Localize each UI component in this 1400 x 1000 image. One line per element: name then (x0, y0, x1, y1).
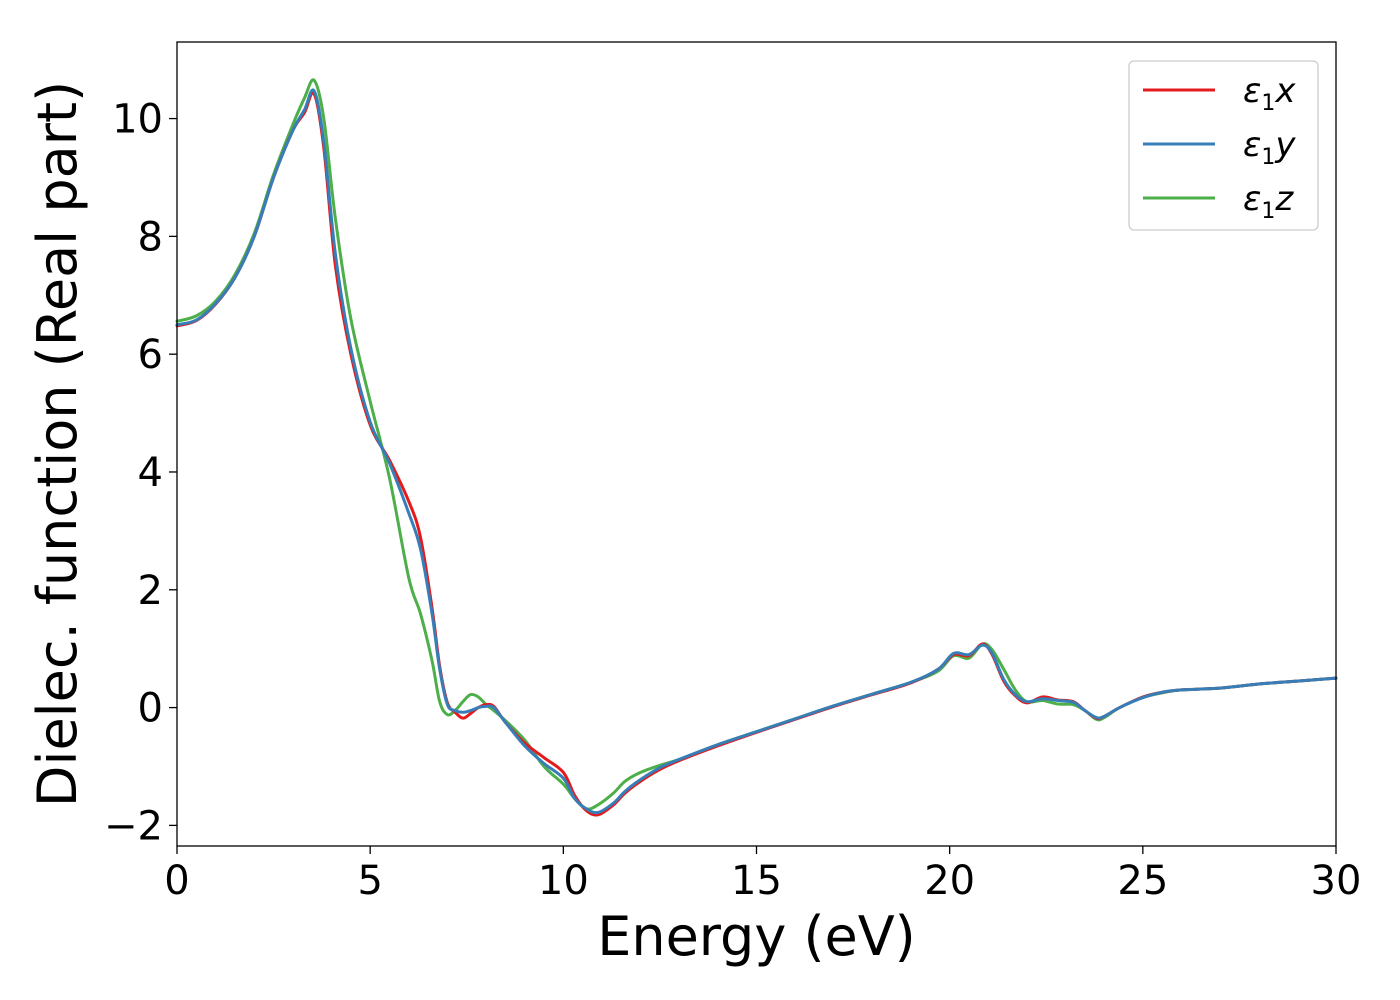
legend-label: ε1x (1243, 71, 1296, 116)
y-tick-label: 0 (138, 686, 163, 732)
legend-box (1128, 60, 1319, 231)
y-tick-label: 8 (138, 214, 163, 260)
x-tick-label: 20 (924, 858, 975, 904)
x-tick-label: 10 (538, 858, 589, 904)
y-axis-ticks: −2 0 2 4 6 8 10 (104, 97, 177, 849)
y-tick-label: 10 (112, 97, 163, 143)
x-tick-label: 15 (731, 858, 782, 904)
legend-label: ε1y (1243, 125, 1296, 170)
series-line-z (175, 78, 1338, 811)
y-tick-label: −2 (104, 803, 163, 849)
x-axis-ticks: 0 5 10 15 20 25 30 (164, 846, 1361, 904)
x-axis-label: Energy (eV) (597, 905, 916, 968)
legend: ε1x ε1y ε1z (1128, 60, 1319, 231)
y-axis-label: Dielec. function (Real part) (26, 81, 89, 807)
series-layer (175, 78, 1338, 817)
series-line-y (175, 88, 1338, 815)
x-tick-label: 5 (357, 858, 382, 904)
y-tick-label: 4 (138, 450, 163, 496)
y-tick-label: 6 (138, 332, 163, 378)
x-tick-label: 25 (1117, 858, 1168, 904)
x-tick-label: 30 (1311, 858, 1362, 904)
y-tick-label: 2 (138, 568, 163, 614)
x-tick-label: 0 (164, 858, 189, 904)
legend-label: ε1z (1243, 179, 1294, 224)
